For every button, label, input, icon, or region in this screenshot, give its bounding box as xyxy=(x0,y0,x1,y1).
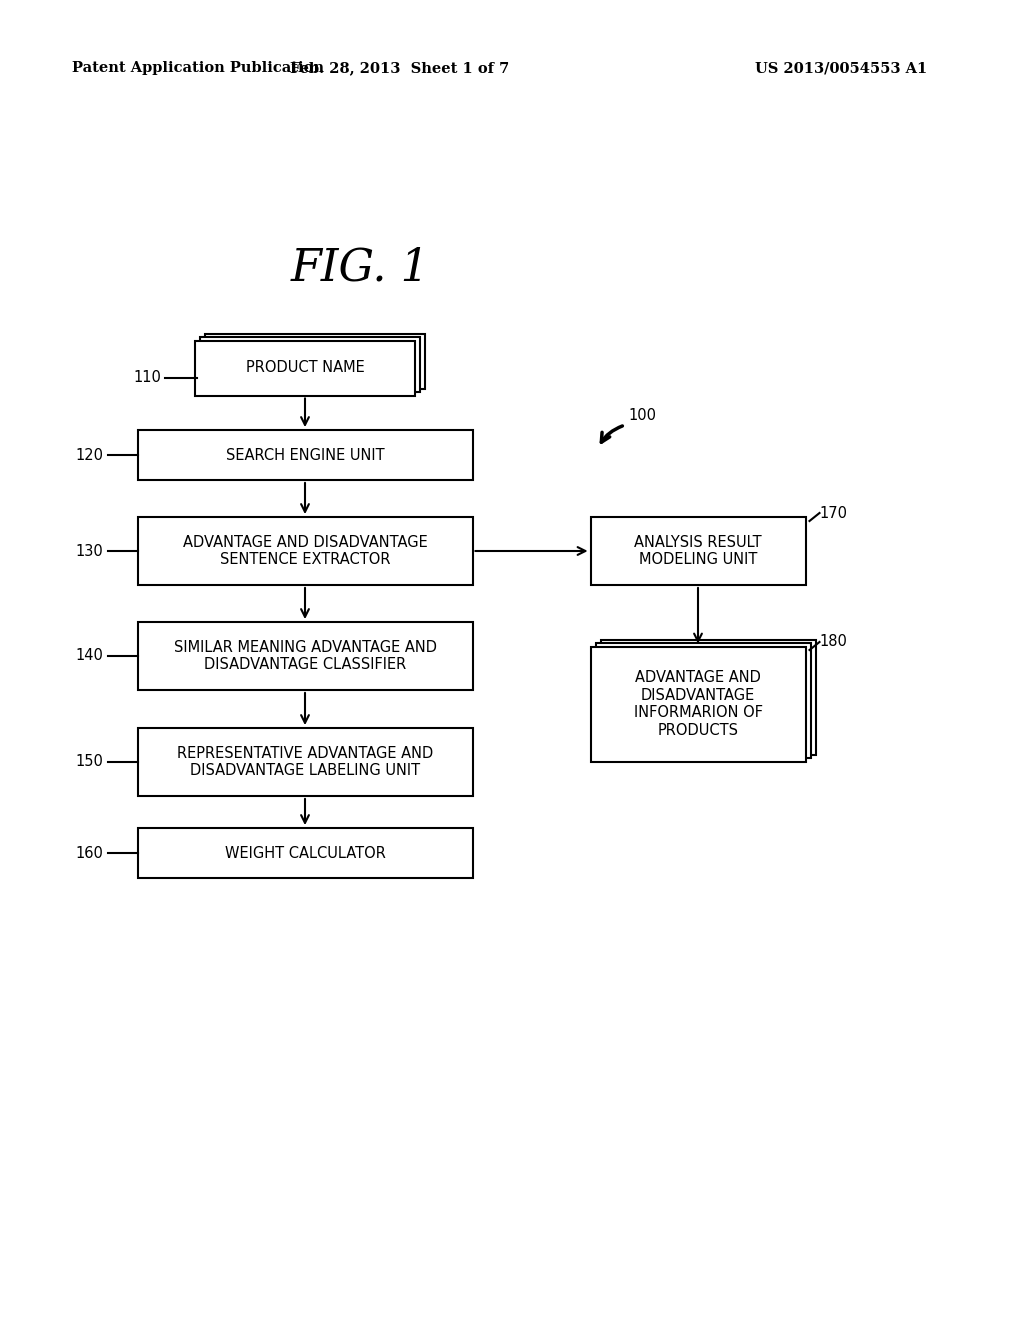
Bar xyxy=(205,334,425,388)
Bar xyxy=(200,337,420,392)
Text: 150: 150 xyxy=(76,755,103,770)
Bar xyxy=(137,729,472,796)
Bar xyxy=(596,643,811,758)
Text: 100: 100 xyxy=(628,408,656,422)
Text: ANALYSIS RESULT
MODELING UNIT: ANALYSIS RESULT MODELING UNIT xyxy=(634,535,762,568)
Bar xyxy=(591,517,806,585)
Text: PRODUCT NAME: PRODUCT NAME xyxy=(246,360,365,375)
Bar xyxy=(137,828,472,878)
Text: WEIGHT CALCULATOR: WEIGHT CALCULATOR xyxy=(224,846,385,861)
Bar xyxy=(600,639,815,755)
Bar xyxy=(137,622,472,690)
Text: 110: 110 xyxy=(133,371,161,385)
Text: SEARCH ENGINE UNIT: SEARCH ENGINE UNIT xyxy=(225,447,384,462)
Text: US 2013/0054553 A1: US 2013/0054553 A1 xyxy=(755,61,928,75)
Text: 180: 180 xyxy=(819,635,848,649)
Text: REPRESENTATIVE ADVANTAGE AND
DISADVANTAGE LABELING UNIT: REPRESENTATIVE ADVANTAGE AND DISADVANTAG… xyxy=(177,746,433,779)
Text: 120: 120 xyxy=(76,447,103,462)
Bar xyxy=(591,647,806,762)
Text: Feb. 28, 2013  Sheet 1 of 7: Feb. 28, 2013 Sheet 1 of 7 xyxy=(291,61,510,75)
Bar xyxy=(195,341,415,396)
Text: ADVANTAGE AND
DISADVANTAGE
INFORMARION OF
PRODUCTS: ADVANTAGE AND DISADVANTAGE INFORMARION O… xyxy=(634,671,763,738)
Text: ADVANTAGE AND DISADVANTAGE
SENTENCE EXTRACTOR: ADVANTAGE AND DISADVANTAGE SENTENCE EXTR… xyxy=(182,535,427,568)
Bar xyxy=(137,430,472,480)
Bar xyxy=(137,517,472,585)
Text: 160: 160 xyxy=(76,846,103,861)
Text: 140: 140 xyxy=(76,648,103,664)
Text: Patent Application Publication: Patent Application Publication xyxy=(72,61,324,75)
Text: FIG. 1: FIG. 1 xyxy=(291,247,429,289)
Text: SIMILAR MEANING ADVANTAGE AND
DISADVANTAGE CLASSIFIER: SIMILAR MEANING ADVANTAGE AND DISADVANTA… xyxy=(173,640,436,672)
Text: 130: 130 xyxy=(76,544,103,558)
Text: 170: 170 xyxy=(819,506,848,520)
